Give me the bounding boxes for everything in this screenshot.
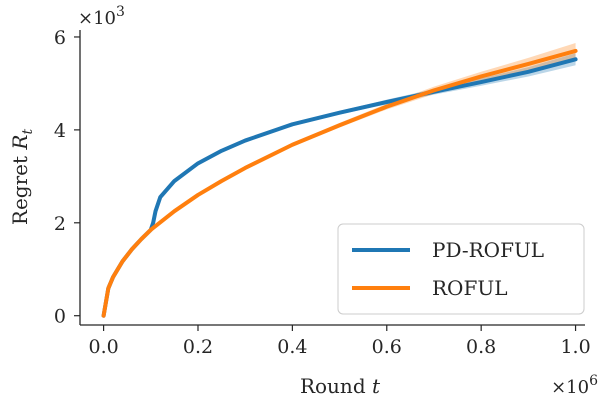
y-tick-label: 2: [54, 213, 66, 235]
x-tick-label: 0.6: [372, 336, 402, 358]
y-tick-label: 6: [54, 27, 66, 49]
y-tick-label: 4: [54, 120, 66, 142]
x-tick-label: 0.2: [183, 336, 213, 358]
series-lines: [101, 48, 578, 318]
legend-label: PD-ROFUL: [432, 238, 544, 262]
y-axis-label: Regret Rt: [8, 129, 36, 226]
legend-box: [337, 223, 585, 315]
x-tick-label: 0.4: [277, 336, 307, 358]
y-tick-label: 0: [54, 306, 66, 328]
legend-label: ROFUL: [432, 276, 507, 300]
series-line: [101, 48, 578, 318]
y-ticks: 0 2 4 6: [54, 27, 80, 328]
x-axis-label: Round t: [300, 374, 381, 398]
legend: PD-ROFUL ROFUL: [337, 223, 585, 315]
x-ticks: 0.0 0.2 0.4 0.6 0.8 1.0: [88, 325, 591, 358]
x-tick-label: 1.0: [560, 336, 590, 358]
x-multiplier-label: ×106: [551, 373, 598, 398]
x-tick-label: 0.8: [466, 336, 496, 358]
x-tick-label: 0.0: [88, 336, 118, 358]
y-multiplier-label: ×103: [78, 4, 125, 29]
